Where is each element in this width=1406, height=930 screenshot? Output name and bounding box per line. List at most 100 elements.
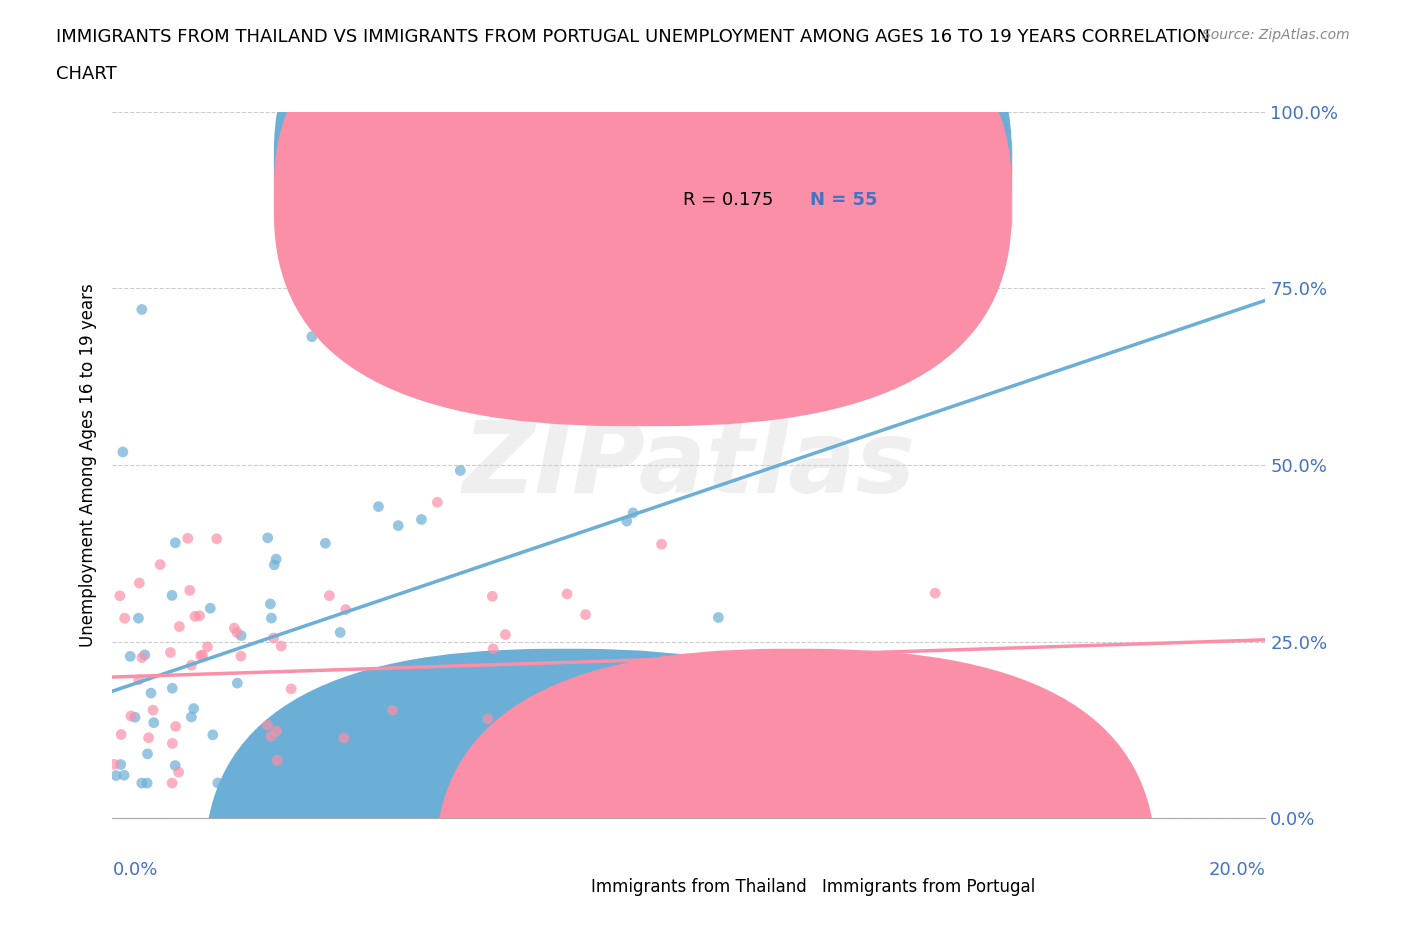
FancyBboxPatch shape (436, 649, 1156, 930)
Point (260, 611, 283, 626)
Point (231, 628, 253, 643)
Point (184, 609, 207, 624)
Point (616, 694, 638, 709)
Point (162, 736, 184, 751)
Point (205, 531, 228, 546)
Point (387, 518, 409, 533)
Point (188, 608, 211, 623)
Text: Immigrants from Portugal: Immigrants from Portugal (821, 879, 1035, 897)
Point (314, 536, 336, 551)
Point (482, 642, 505, 657)
FancyBboxPatch shape (585, 137, 1012, 232)
Point (621, 506, 644, 521)
Point (110, 727, 132, 742)
Text: IMMIGRANTS FROM THAILAND VS IMMIGRANTS FROM PORTUGAL UNEMPLOYMENT AMONG AGES 16 : IMMIGRANTS FROM THAILAND VS IMMIGRANTS F… (56, 28, 1211, 46)
Text: Immigrants from Thailand: Immigrants from Thailand (591, 879, 807, 897)
Point (301, 329, 323, 344)
Point (160, 681, 183, 696)
Point (264, 551, 287, 566)
Text: 20.0%: 20.0% (1209, 861, 1265, 879)
Point (131, 650, 153, 665)
Point (112, 768, 135, 783)
Point (165, 536, 187, 551)
Point (652, 653, 675, 668)
Point (685, 401, 707, 416)
Point (159, 645, 181, 660)
Point (226, 625, 249, 640)
Point (124, 710, 146, 724)
Point (128, 576, 150, 591)
Point (114, 611, 136, 626)
Text: N = 41: N = 41 (810, 155, 877, 174)
Point (329, 625, 352, 640)
Point (266, 752, 288, 767)
Point (183, 701, 205, 716)
Point (160, 588, 183, 603)
Point (449, 463, 471, 478)
Point (229, 649, 252, 664)
Point (165, 758, 187, 773)
Point (411, 512, 433, 527)
Text: ZIPatlas: ZIPatlas (463, 417, 915, 513)
Point (707, 610, 730, 625)
Point (136, 747, 159, 762)
Point (858, 708, 880, 723)
Point (200, 601, 222, 616)
Point (180, 658, 202, 672)
Point (108, 589, 131, 604)
Point (266, 724, 288, 738)
Point (256, 718, 278, 733)
Point (169, 619, 191, 634)
Text: Source: ZipAtlas.com: Source: ZipAtlas.com (1202, 28, 1350, 42)
Text: 0.0%: 0.0% (112, 861, 157, 879)
Point (201, 727, 224, 742)
Point (105, 768, 128, 783)
Point (142, 715, 165, 730)
FancyBboxPatch shape (274, 0, 1012, 426)
Point (180, 710, 202, 724)
Point (226, 676, 249, 691)
Point (623, 724, 645, 739)
Point (477, 711, 499, 726)
FancyBboxPatch shape (205, 649, 925, 930)
Point (191, 647, 214, 662)
Point (280, 682, 302, 697)
Point (197, 639, 219, 654)
Point (367, 499, 389, 514)
Point (138, 730, 160, 745)
Text: N = 55: N = 55 (810, 191, 877, 209)
Text: R = 0.481: R = 0.481 (683, 155, 773, 174)
Point (555, 587, 578, 602)
Text: CHART: CHART (56, 65, 117, 83)
Point (494, 627, 516, 642)
Y-axis label: Unemployment Among Ages 16 to 19 years: Unemployment Among Ages 16 to 19 years (79, 283, 97, 647)
Point (134, 647, 156, 662)
Point (131, 302, 153, 317)
Point (574, 607, 596, 622)
Point (318, 588, 340, 603)
Point (260, 729, 283, 744)
Point (111, 445, 134, 459)
Point (103, 757, 125, 772)
Point (179, 583, 201, 598)
Point (120, 649, 142, 664)
Point (259, 596, 281, 611)
Point (263, 557, 285, 572)
Point (110, 757, 132, 772)
Point (713, 741, 735, 756)
Point (426, 495, 449, 510)
Point (167, 764, 190, 779)
Point (139, 685, 162, 700)
Point (131, 776, 153, 790)
Point (333, 730, 356, 745)
Point (120, 709, 142, 724)
Point (481, 589, 503, 604)
Point (256, 530, 278, 545)
Point (270, 639, 292, 654)
Point (207, 776, 229, 790)
Text: R = 0.175: R = 0.175 (683, 191, 773, 209)
Point (160, 776, 183, 790)
Point (224, 620, 246, 635)
Point (149, 557, 172, 572)
Point (335, 602, 357, 617)
